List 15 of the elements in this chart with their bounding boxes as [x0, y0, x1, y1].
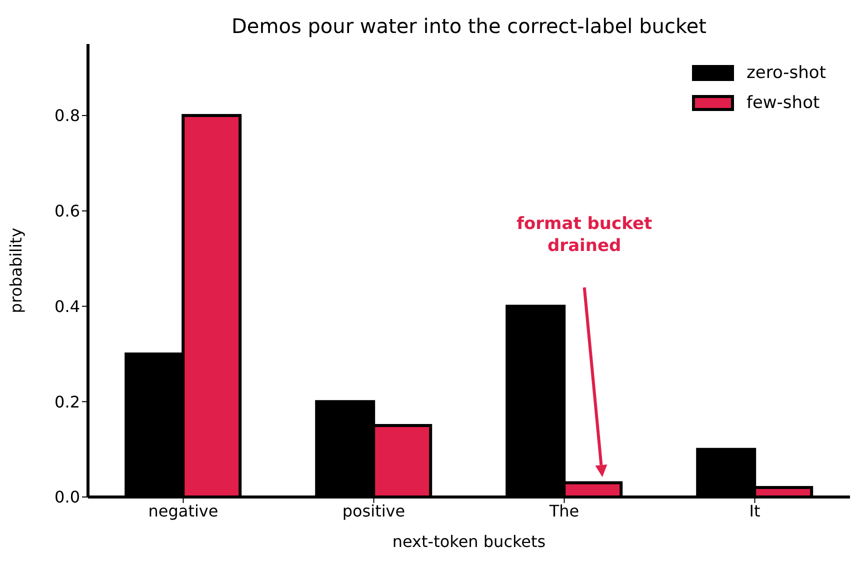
y-axis-title: probability [6, 228, 26, 314]
chart-title: Demos pour water into the correct-label bucket [230, 14, 708, 38]
x-tick-label: The [548, 501, 580, 520]
x-tick-label: negative [148, 501, 218, 520]
y-tick-label: 0.6 [54, 202, 80, 221]
y-tick-label: 0.8 [54, 106, 80, 126]
x-axis-title: next-token buckets [392, 532, 546, 551]
y-tick-label: 0.0 [54, 488, 80, 507]
x-tick-label: positive [342, 501, 406, 520]
legend-label: few-shot [746, 93, 820, 113]
y-tick-label: 0.2 [54, 392, 80, 412]
x-tick-label: It [749, 501, 760, 520]
annotation: format bucket drained [516, 213, 654, 258]
legend-label: zero-shot [746, 63, 826, 83]
y-tick-label: 0.4 [54, 296, 80, 316]
